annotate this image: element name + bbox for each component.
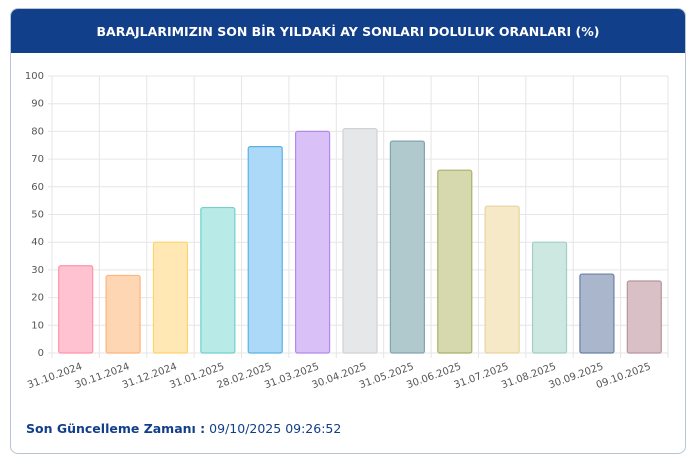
bar (105, 274, 141, 354)
chart-title: BARAJLARIMIZIN SON BİR YILDAKİ AY SONLAR… (11, 9, 685, 53)
y-tick-label: 50 (31, 210, 44, 221)
y-tick-label: 40 (31, 237, 44, 248)
bar (484, 205, 520, 354)
footer-label: Son Güncelleme Zamanı : (26, 421, 206, 436)
y-tick-label: 0 (38, 348, 44, 359)
bar (389, 140, 425, 354)
bar (531, 241, 568, 354)
bar (200, 206, 236, 354)
bar (58, 265, 94, 354)
bar (295, 130, 331, 354)
x-tick-label: 09.10.2025 (595, 361, 653, 391)
y-tick-label: 70 (31, 154, 44, 165)
y-tick-label: 20 (31, 293, 44, 304)
footer-value: 09/10/2025 09:26:52 (209, 421, 342, 436)
y-tick-label: 30 (31, 265, 44, 276)
bar (342, 128, 378, 354)
y-tick-label: 10 (31, 320, 44, 331)
y-tick-label: 90 (31, 99, 44, 110)
bar (579, 273, 615, 354)
y-tick-label: 60 (31, 182, 44, 193)
y-tick-label: 80 (31, 126, 44, 137)
footer: Son Güncelleme Zamanı : 09/10/2025 09:26… (26, 421, 341, 436)
bar (247, 146, 283, 354)
bar (626, 280, 662, 354)
bar (152, 241, 189, 354)
y-tick-label: 100 (25, 71, 44, 82)
bar (437, 169, 473, 354)
